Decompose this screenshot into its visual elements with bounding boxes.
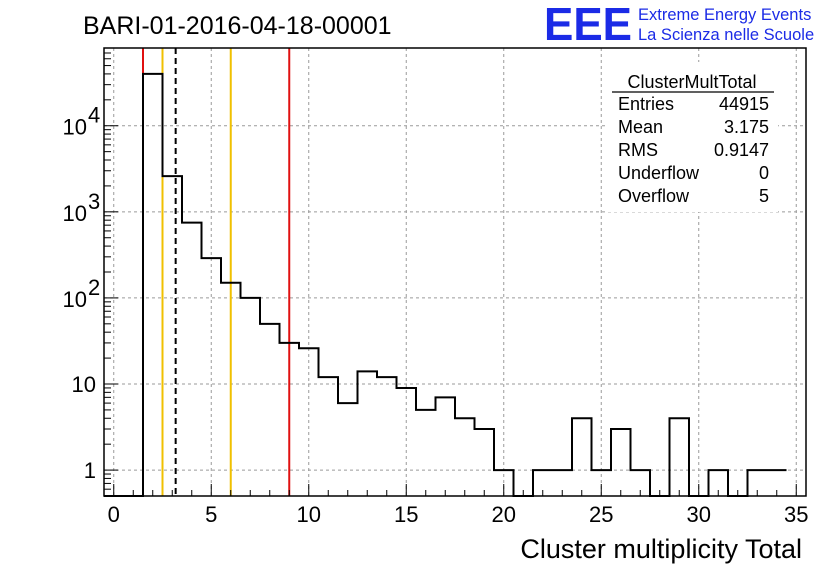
- y-tick-exponent: 3: [88, 189, 100, 214]
- stats-label: Overflow: [618, 186, 690, 206]
- x-tick-label: 5: [205, 502, 217, 527]
- x-tick-label: 35: [784, 502, 808, 527]
- eee-logo: EEE Extreme Energy Events La Scienza nel…: [544, 0, 814, 50]
- stats-label: Underflow: [618, 163, 700, 183]
- stats-box: ClusterMultTotal Entries 44915 Mean 3.175 RM…: [608, 62, 778, 212]
- y-tick-label: 10: [63, 201, 87, 226]
- y-tick-exponent: 4: [88, 103, 100, 128]
- stats-value: 44915: [719, 94, 769, 114]
- x-tick-label: 20: [492, 502, 516, 527]
- x-tick-label: 10: [297, 502, 321, 527]
- y-tick-label: 10: [63, 115, 87, 140]
- chart-title: BARI-01-2016-04-18-00001: [83, 12, 392, 40]
- y-tick-label: 10: [72, 372, 96, 397]
- stats-value: 0: [759, 163, 769, 183]
- x-axis-label: Cluster multiplicity Total: [520, 534, 802, 564]
- x-tick-label: 25: [589, 502, 613, 527]
- y-tick-exponent: 2: [88, 275, 100, 300]
- range-markers: [142, 48, 291, 496]
- stats-title: ClusterMultTotal: [627, 72, 756, 92]
- stats-value: 0.9147: [714, 140, 769, 160]
- x-tick-label: 0: [108, 502, 120, 527]
- x-tick-label: 15: [394, 502, 418, 527]
- x-axis: 0 5 10 15 20 25 30 35: [108, 484, 808, 527]
- stats-label: Mean: [618, 117, 663, 137]
- y-tick-label: 10: [63, 287, 87, 312]
- x-tick-label: 30: [687, 502, 711, 527]
- logo-line-2: La Scienza nelle Scuole: [638, 26, 814, 44]
- logo-line-1: Extreme Energy Events: [638, 6, 811, 24]
- stats-box-background: [608, 62, 778, 212]
- y-tick-label: 1: [84, 458, 96, 483]
- logo-mark: EEE: [544, 0, 632, 50]
- stats-value: 5: [759, 186, 769, 206]
- stats-label: Entries: [618, 94, 674, 114]
- stats-label: RMS: [618, 140, 658, 160]
- stats-rows: Entries 44915 Mean 3.175 RMS 0.9147 Underflow 0…: [618, 94, 769, 206]
- stats-value: 3.175: [724, 117, 769, 137]
